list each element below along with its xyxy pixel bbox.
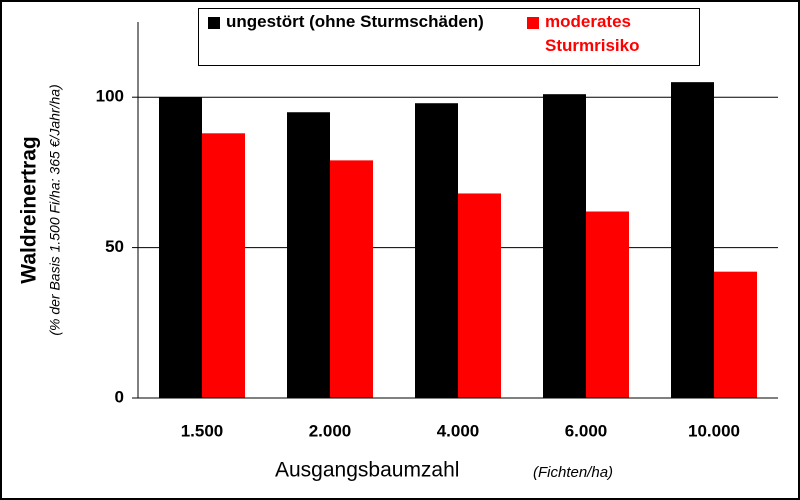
y-tick-label: 0 [115,387,124,406]
y-axis-sublabel: (% der Basis 1.500 Fi/ha: 365 €/Jahr/ha) [47,84,63,335]
y-tick-label: 100 [96,87,124,106]
bar [671,82,714,398]
x-tick-label: 4.000 [437,421,480,440]
y-tick-label: 50 [105,237,124,256]
x-axis-sublabel: (Fichten/ha) [533,464,613,481]
legend-entry: ungestört (ohne Sturmschäden) [226,12,484,31]
x-tick-label: 10.000 [688,421,740,440]
x-tick-label: 2.000 [309,421,352,440]
legend [198,8,700,66]
legend-entry: moderates Sturmrisiko [545,12,640,55]
x-tick-label: 1.500 [181,421,224,440]
bar [586,211,629,398]
bar [287,112,330,399]
bar [415,103,458,398]
bar [330,160,373,398]
bar [202,133,245,398]
y-axis-label: Waldreinertrag [18,136,41,283]
bar [458,193,501,398]
bar [159,97,202,398]
x-tick-label: 6.000 [565,421,608,440]
bar [543,94,586,398]
legend-swatch [208,17,220,29]
bar [714,271,757,398]
legend-swatch [527,17,539,29]
x-axis-label: Ausgangsbaumzahl [275,459,459,482]
